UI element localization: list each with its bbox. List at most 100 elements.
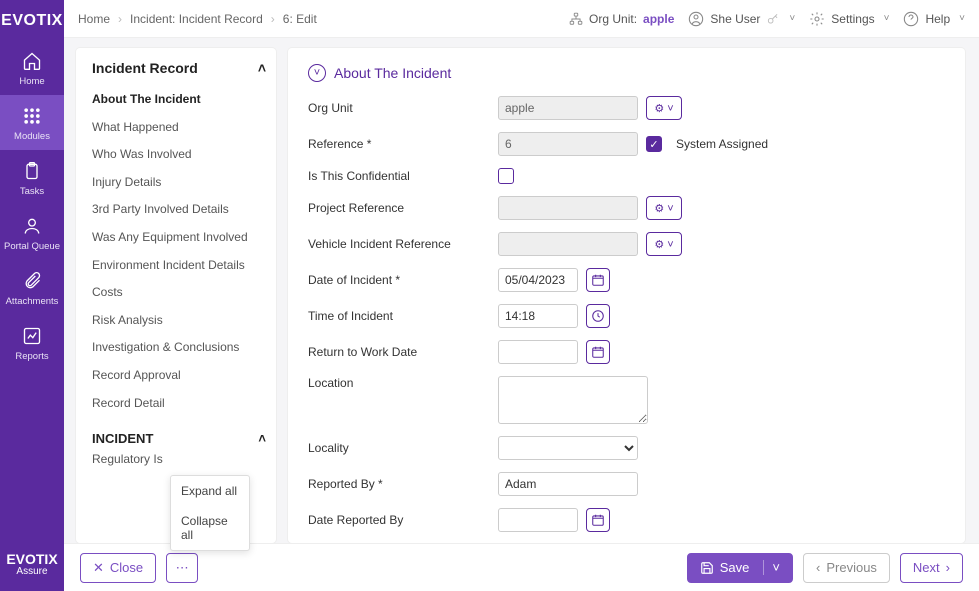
time-picker-button[interactable] — [586, 304, 610, 328]
section-nav-header[interactable]: Incident Record ˄ — [92, 60, 266, 76]
nav-risk[interactable]: Risk Analysis — [92, 307, 266, 335]
paperclip-icon — [21, 270, 43, 292]
rail-modules[interactable]: Modules — [0, 95, 64, 150]
rail-label: Reports — [15, 351, 48, 362]
topbar: Home Incident: Incident Record 6: Edit O… — [64, 0, 979, 38]
system-assigned-label: System Assigned — [676, 137, 768, 151]
expand-collapse-menu: Expand all Collapse all — [170, 475, 250, 551]
nav-approval[interactable]: Record Approval — [92, 362, 266, 390]
chart-icon — [21, 325, 43, 347]
label-locality: Locality — [308, 441, 498, 455]
label-date-incident: Date of Incident * — [308, 273, 498, 287]
label-return-date: Return to Work Date — [308, 345, 498, 359]
brand-bottom-1: EVOTIX — [6, 551, 57, 567]
input-project-ref — [498, 196, 638, 220]
previous-label: Previous — [826, 560, 877, 575]
left-nav-rail: EVOTIX Home Modules Tasks Portal Queue A… — [0, 0, 64, 591]
rail-label: Portal Queue — [4, 241, 60, 252]
rail-label: Home — [19, 76, 44, 87]
next-button[interactable]: Next › — [900, 553, 963, 583]
chevron-up-icon: ˄ — [258, 431, 266, 446]
brand-logo-bottom: EVOTIX Assure — [6, 552, 57, 591]
rail-home[interactable]: Home — [0, 40, 64, 95]
previous-button[interactable]: ‹ Previous — [803, 553, 890, 583]
nav-record-detail[interactable]: Record Detail — [92, 390, 266, 418]
input-date-reported[interactable] — [498, 508, 578, 532]
settings-label: Settings — [831, 12, 874, 26]
nav-injury-details[interactable]: Injury Details — [92, 169, 266, 197]
org-value: apple — [643, 12, 674, 26]
save-chevron-icon: ˅ — [763, 560, 780, 575]
nav-what-happened[interactable]: What Happened — [92, 114, 266, 142]
select-locality[interactable] — [498, 436, 638, 460]
key-icon — [766, 12, 780, 26]
modules-icon — [21, 105, 43, 127]
nav-who-involved[interactable]: Who Was Involved — [92, 141, 266, 169]
date-reported-calendar-button[interactable] — [586, 508, 610, 532]
breadcrumb-home[interactable]: Home — [78, 12, 110, 26]
date-incident-calendar-button[interactable] — [586, 268, 610, 292]
input-org-unit — [498, 96, 638, 120]
save-label: Save — [720, 560, 750, 575]
user-icon — [21, 215, 43, 237]
breadcrumb-record[interactable]: Incident: Incident Record — [130, 12, 263, 26]
settings-menu[interactable]: Settings — [809, 11, 889, 27]
label-reference: Reference * — [308, 137, 498, 151]
close-button[interactable]: ✕ Close — [80, 553, 156, 583]
close-label: Close — [110, 560, 143, 575]
confidential-checkbox[interactable] — [498, 168, 514, 184]
save-button[interactable]: Save ˅ — [687, 553, 793, 583]
label-confidential: Is This Confidential — [308, 169, 498, 183]
input-date-incident[interactable] — [498, 268, 578, 292]
system-assigned-checkbox[interactable]: ✓ — [646, 136, 662, 152]
help-icon — [903, 11, 919, 27]
label-project-ref: Project Reference — [308, 201, 498, 215]
input-return-date[interactable] — [498, 340, 578, 364]
input-reported-by[interactable] — [498, 472, 638, 496]
chevron-right-icon: › — [946, 560, 950, 575]
breadcrumb-edit[interactable]: 6: Edit — [283, 12, 317, 26]
section2-title: INCIDENT — [92, 431, 153, 446]
org-label: Org Unit: — [589, 12, 637, 26]
project-ref-picker-button[interactable]: ⚙ ˅ — [646, 196, 682, 220]
nav-3rd-party[interactable]: 3rd Party Involved Details — [92, 196, 266, 224]
label-vehicle-ref: Vehicle Incident Reference — [308, 237, 498, 251]
collapse-all-item[interactable]: Collapse all — [171, 506, 249, 550]
vehicle-ref-picker-button[interactable]: ⚙ ˅ — [646, 232, 682, 256]
close-icon: ✕ — [93, 560, 104, 576]
rail-portal-queue[interactable]: Portal Queue — [0, 205, 64, 260]
return-date-calendar-button[interactable] — [586, 340, 610, 364]
org-unit-control[interactable]: Org Unit: apple — [569, 12, 674, 26]
org-tree-icon — [569, 12, 583, 26]
label-location: Location — [308, 376, 498, 390]
help-label: Help — [925, 12, 950, 26]
user-menu[interactable]: She User — [688, 11, 795, 27]
org-unit-picker-button[interactable]: ⚙ ˅ — [646, 96, 682, 120]
brand-logo-top: EVOTIX — [1, 0, 63, 40]
nav-regulatory[interactable]: Regulatory Is — [92, 446, 266, 474]
rail-label: Modules — [14, 131, 50, 142]
rail-reports[interactable]: Reports — [0, 315, 64, 370]
nav-investigation[interactable]: Investigation & Conclusions — [92, 334, 266, 362]
label-reported-by: Reported By * — [308, 477, 498, 491]
user-name: She User — [710, 12, 760, 26]
input-location[interactable] — [498, 376, 648, 424]
chevron-left-icon: ‹ — [816, 560, 820, 575]
rail-tasks[interactable]: Tasks — [0, 150, 64, 205]
user-avatar-icon — [688, 11, 704, 27]
rail-attachments[interactable]: Attachments — [0, 260, 64, 315]
section-title: About The Incident — [334, 65, 451, 81]
help-menu[interactable]: Help — [903, 11, 965, 27]
dots-icon: ⋯ — [176, 560, 189, 576]
input-time-incident[interactable] — [498, 304, 578, 328]
nav-environment[interactable]: Environment Incident Details — [92, 252, 266, 280]
expand-all-item[interactable]: Expand all — [171, 476, 249, 506]
main-area: Incident Record ˄ About The Incident Wha… — [64, 38, 979, 543]
nav-costs[interactable]: Costs — [92, 279, 266, 307]
nav-about-incident[interactable]: About The Incident — [92, 86, 266, 114]
rail-label: Tasks — [20, 186, 44, 197]
more-actions-button[interactable]: ⋯ — [166, 553, 198, 583]
nav-equipment[interactable]: Was Any Equipment Involved — [92, 224, 266, 252]
section2-header[interactable]: INCIDENT ˄ — [92, 431, 266, 446]
section-header[interactable]: ˅ About The Incident — [308, 64, 945, 82]
